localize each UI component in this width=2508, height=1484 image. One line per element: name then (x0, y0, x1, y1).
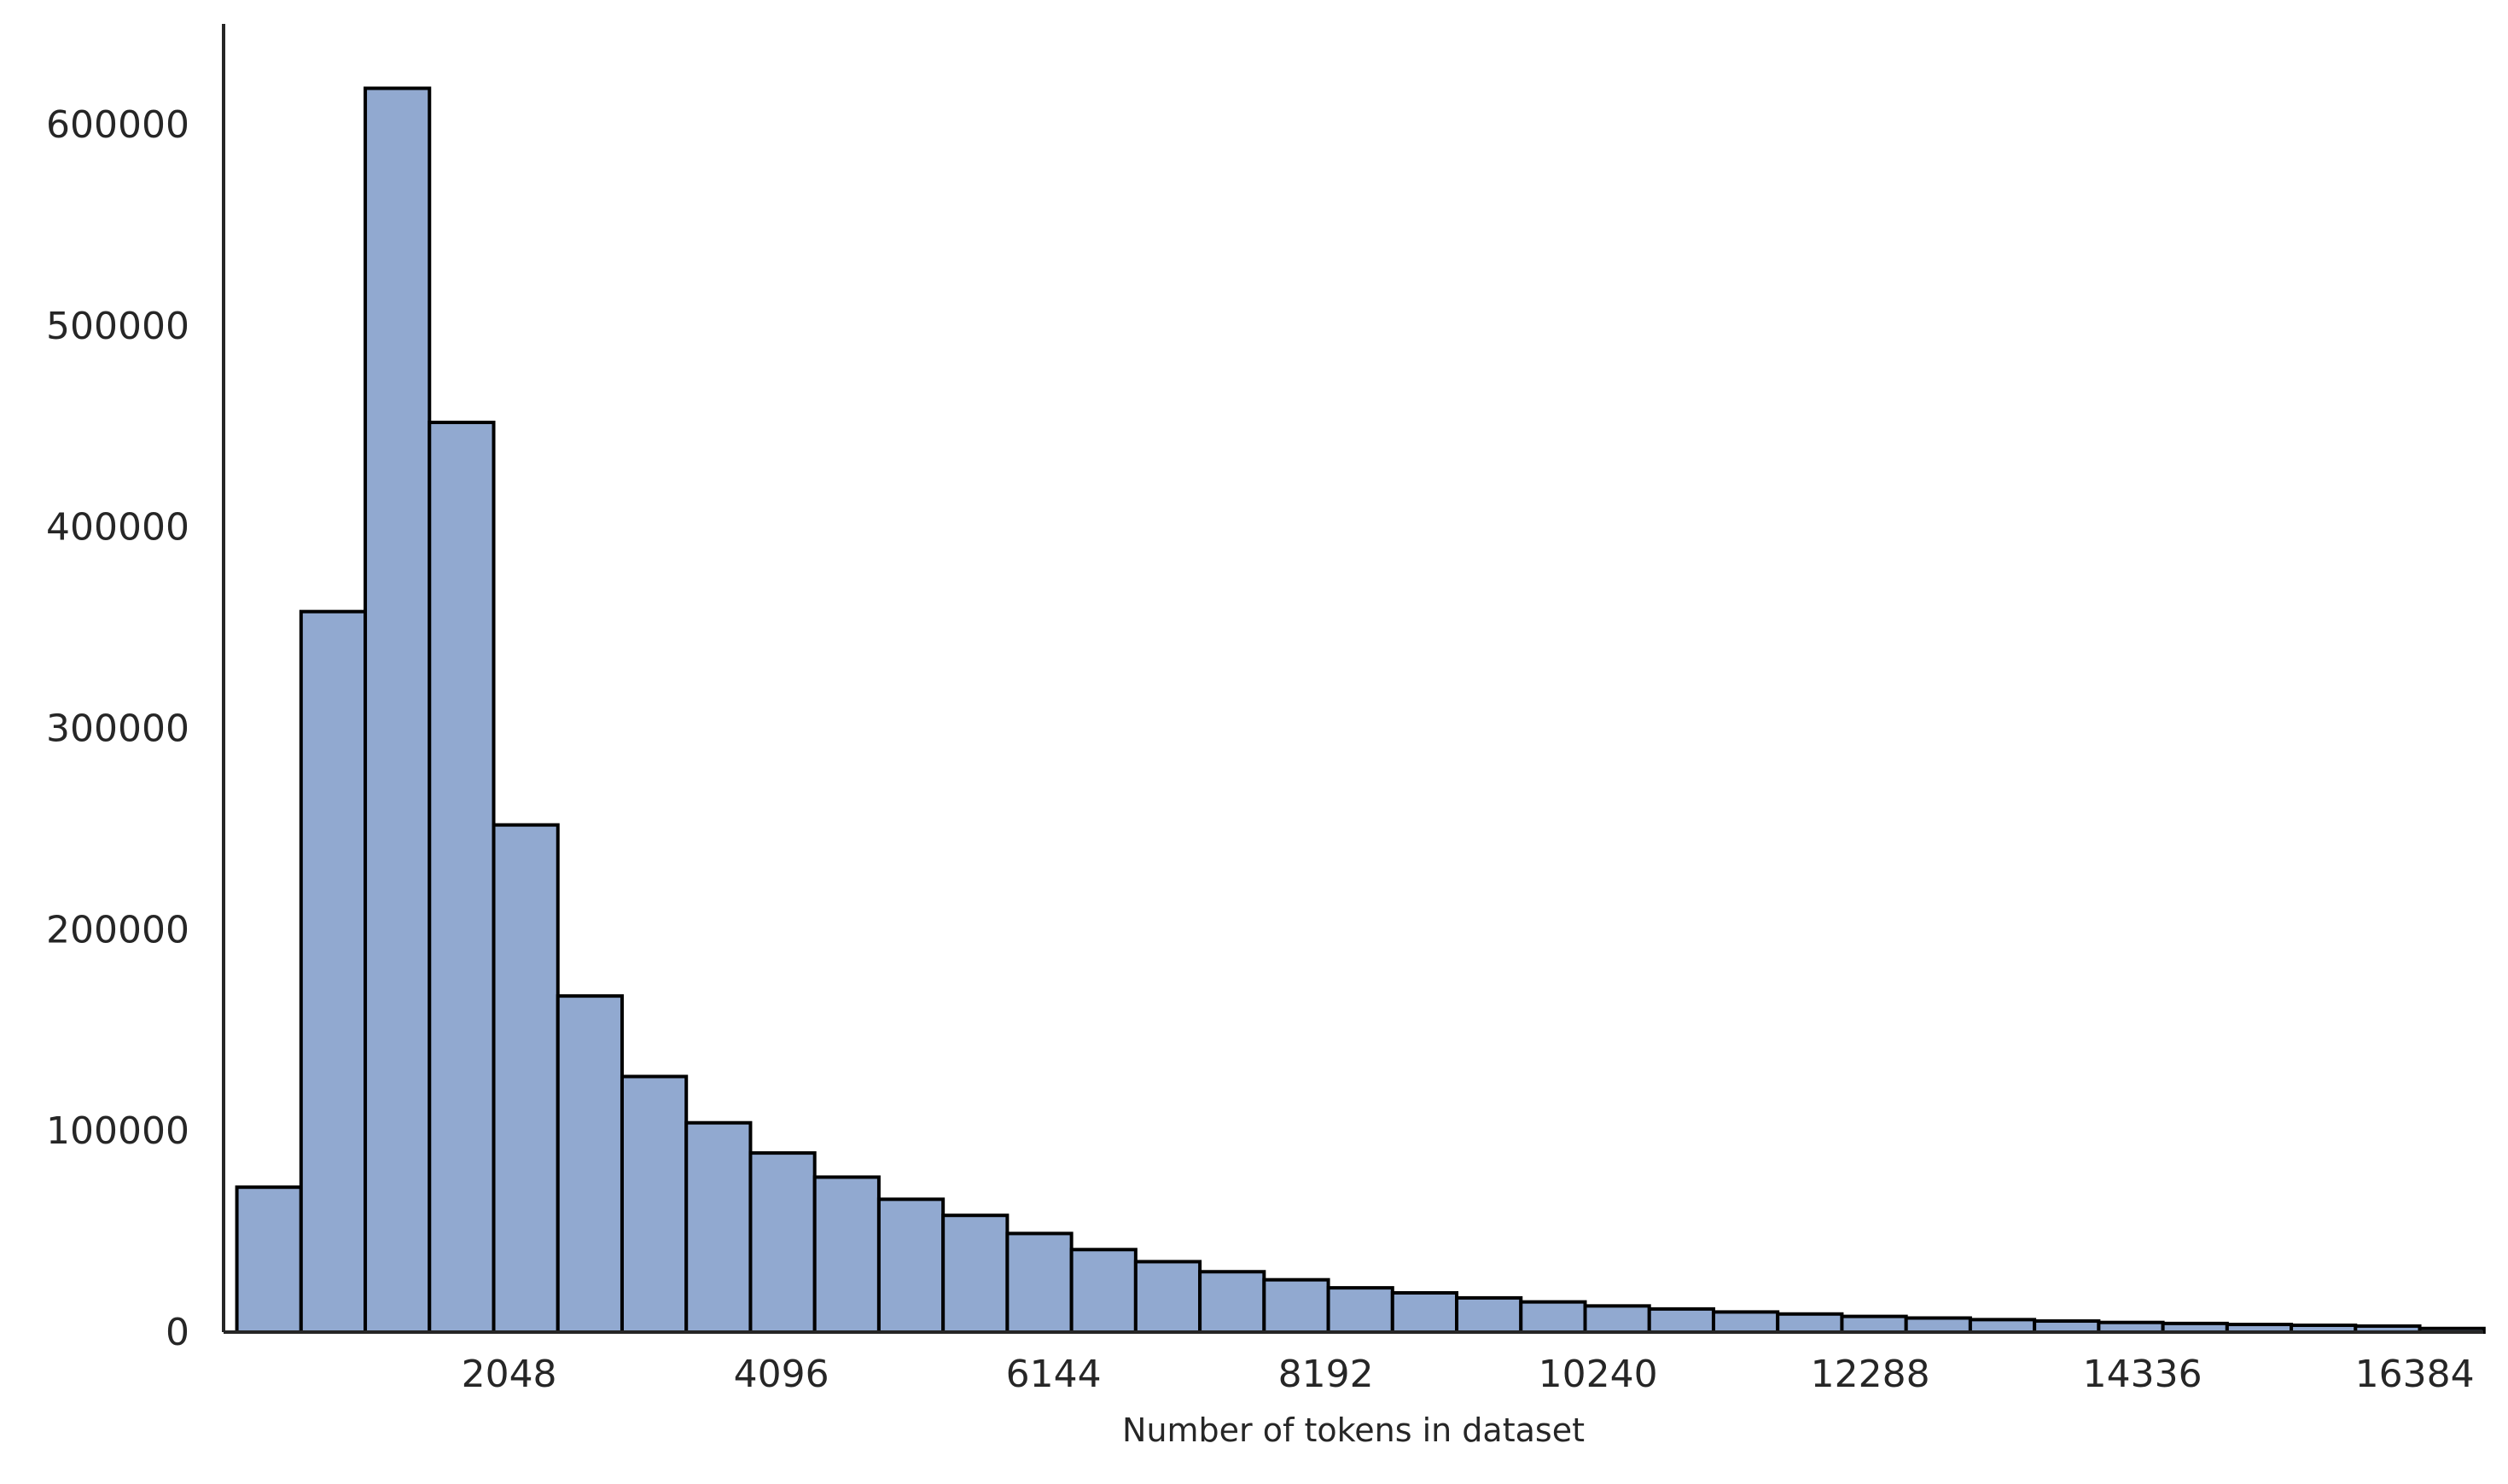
histogram-bar (1326, 1286, 1394, 1335)
histogram-bar (1133, 1260, 1202, 1335)
x-tick-labels: 2048 4096 6144 8192 10240 12288 14336 16384 (462, 1353, 2475, 1396)
histogram-bar (1390, 1291, 1459, 1335)
y-tick-label: 400000 (46, 506, 189, 550)
histogram-bar (1840, 1314, 1908, 1335)
histogram-bar (620, 1074, 689, 1334)
y-tick-label: 500000 (46, 305, 189, 348)
x-tick-label: 16384 (2355, 1353, 2475, 1396)
x-tick-label: 6144 (1006, 1353, 1102, 1396)
histogram-bar (428, 420, 496, 1335)
histogram-bar (235, 1185, 303, 1335)
histogram-bar (1968, 1318, 2037, 1335)
histogram-bar (1904, 1316, 1972, 1334)
bars-group (235, 86, 2486, 1335)
y-tick-labels: 0 100000 200000 300000 400000 500000 600000 (46, 103, 189, 1354)
x-tick-label: 14336 (2083, 1353, 2203, 1396)
y-tick-label: 0 (166, 1311, 189, 1354)
histogram-bar (1005, 1231, 1074, 1335)
y-tick-label: 300000 (46, 707, 189, 750)
x-tick-label: 8192 (1278, 1353, 1374, 1396)
x-tick-label: 12288 (1811, 1353, 1930, 1396)
histogram-bar (364, 86, 432, 1334)
histogram-bar (1583, 1304, 1651, 1334)
x-tick-label: 4096 (734, 1353, 829, 1396)
y-tick-label: 200000 (46, 908, 189, 952)
histogram-bar (941, 1213, 1010, 1334)
histogram-bar (1711, 1310, 1780, 1335)
histogram-bar (1262, 1277, 1330, 1335)
histogram-bar (492, 823, 560, 1334)
histogram-bar (748, 1151, 817, 1334)
y-tick-label: 100000 (46, 1109, 189, 1153)
histogram-bar (1455, 1295, 1523, 1334)
histogram-bar (1198, 1270, 1266, 1334)
histogram-bar (1776, 1312, 1844, 1334)
histogram-bar (299, 609, 368, 1334)
histogram-bar (812, 1175, 881, 1334)
histogram-bar (1519, 1300, 1587, 1334)
x-axis-title: Number of tokens in dataset (1122, 1411, 1585, 1449)
y-tick-label: 600000 (46, 103, 189, 147)
histogram-bar (684, 1120, 753, 1334)
x-tick-label: 2048 (462, 1353, 557, 1396)
histogram-bar (556, 994, 624, 1335)
histogram-bar (1069, 1248, 1138, 1335)
histogram-bar (1647, 1307, 1715, 1334)
x-tick-label: 10240 (1539, 1353, 1658, 1396)
histogram-bar (876, 1197, 946, 1335)
